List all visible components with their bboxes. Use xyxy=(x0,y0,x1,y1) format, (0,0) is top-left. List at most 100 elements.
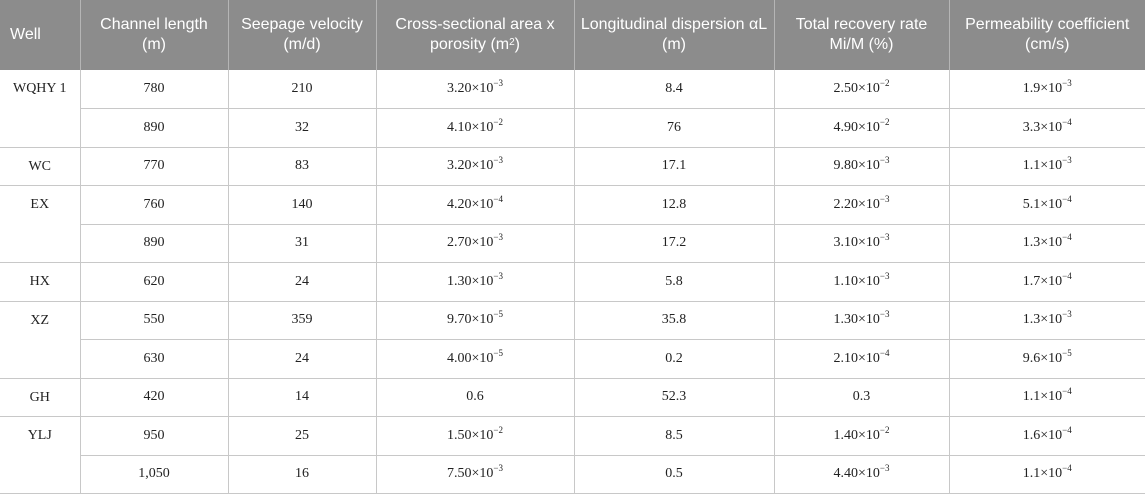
cell-cross-sectional-area: 7.50×10−3 xyxy=(376,455,575,494)
cell-well: GH xyxy=(0,378,81,417)
value-exponent: −4 xyxy=(493,193,503,204)
table-row: 890 32 4.10×10−2 76 4.90×10−2 3.3×10−4 xyxy=(0,108,1145,148)
value-exponent: −3 xyxy=(1062,309,1072,320)
value-exponent: −3 xyxy=(879,232,890,243)
cell-permeability-coefficient: 3.3×10−4 xyxy=(949,108,1145,148)
table-row: 890 31 2.70×10−3 17.2 3.10×10−3 1.3×10−4 xyxy=(0,224,1145,263)
cell-permeability-coefficient: 1.1×10−4 xyxy=(949,378,1145,417)
cell-total-recovery-rate: 1.40×10−2 xyxy=(774,416,950,456)
header-longitudinal-dispersion: Longitudinal dispersion αL (m) xyxy=(574,0,775,70)
cell-seepage-velocity: 25 xyxy=(228,416,377,456)
value-exponent: −5 xyxy=(493,347,503,358)
value-exponent: −3 xyxy=(1062,78,1072,88)
value-exponent: −3 xyxy=(1062,155,1072,166)
value-exponent: −3 xyxy=(493,463,503,474)
value-mantissa: 4.40×10 xyxy=(833,466,880,482)
value-exponent: −4 xyxy=(1062,116,1072,127)
value-exponent: −4 xyxy=(1062,270,1072,281)
value-mantissa: 1.3×10 xyxy=(1022,235,1063,251)
cell-longitudinal-dispersion: 76 xyxy=(574,108,775,148)
cell-cross-sectional-area: 9.70×10−5 xyxy=(376,301,575,340)
cell-total-recovery-rate: 2.20×10−3 xyxy=(774,185,950,225)
value-exponent: −4 xyxy=(1062,193,1072,204)
cell-total-recovery-rate: 1.10×10−3 xyxy=(774,262,950,302)
value-mantissa: 9.70×10 xyxy=(447,312,494,328)
table-row: WQHY 1 780 210 3.20×10−3 8.4 2.50×10−2 1.9×10−… xyxy=(0,70,1145,148)
value-exponent: −4 xyxy=(879,347,890,358)
header-channel-length: Channel length (m) xyxy=(80,0,229,70)
cell-channel-length: 890 xyxy=(80,224,229,263)
value-mantissa: 2.50×10 xyxy=(833,81,880,96)
value-exponent: −4 xyxy=(1062,463,1072,474)
cell-longitudinal-dispersion: 0.5 xyxy=(574,455,775,494)
value-mantissa: 1.9×10 xyxy=(1022,81,1063,96)
value-mantissa: 3.20×10 xyxy=(447,158,494,174)
cell-seepage-velocity: 83 xyxy=(228,147,377,186)
cell-permeability-coefficient: 5.1×10−4 xyxy=(949,185,1145,225)
table-row: YLJ 950 25 1.50×10−2 8.5 1.40×10−2 1.6×10−4 xyxy=(0,416,1145,494)
value-mantissa: 4.10×10 xyxy=(447,119,494,135)
table-row: GH 420 14 0.6 52.3 0.3 1.1×10−4 xyxy=(0,378,1145,417)
cell-longitudinal-dispersion: 8.5 xyxy=(574,416,775,456)
cell-seepage-velocity: 210 xyxy=(228,70,377,109)
value-exponent: −2 xyxy=(493,116,503,127)
table-row: EX 760 140 4.20×10−4 12.8 2.20×10−3 5.1×10−4 xyxy=(0,185,1145,263)
value-mantissa: 3.20×10 xyxy=(447,81,494,96)
value-mantissa: 5.1×10 xyxy=(1022,196,1063,212)
value-mantissa: 1.30×10 xyxy=(447,273,494,289)
cell-longitudinal-dispersion: 35.8 xyxy=(574,301,775,340)
cell-channel-length: 770 xyxy=(80,147,229,186)
cell-longitudinal-dispersion: 17.1 xyxy=(574,147,775,186)
cell-longitudinal-dispersion: 5.8 xyxy=(574,262,775,302)
value-exponent: −3 xyxy=(879,193,890,204)
cell-seepage-velocity: 24 xyxy=(228,339,377,379)
table-row: 630 24 4.00×10−5 0.2 2.10×10−4 9.6×10−5 xyxy=(0,339,1145,379)
cell-cross-sectional-area: 0.6 xyxy=(376,378,575,417)
cell-cross-sectional-area: 4.00×10−5 xyxy=(376,339,575,379)
value-mantissa: 0.6 xyxy=(466,389,484,405)
value-mantissa: 1.10×10 xyxy=(833,273,880,289)
cell-well: WQHY 1 xyxy=(0,70,81,148)
cell-total-recovery-rate: 3.10×10−3 xyxy=(774,224,950,263)
cell-permeability-coefficient: 1.6×10−4 xyxy=(949,416,1145,456)
value-mantissa: 1.1×10 xyxy=(1022,158,1063,174)
value-exponent: −3 xyxy=(879,309,890,320)
cell-seepage-velocity: 16 xyxy=(228,455,377,494)
cell-total-recovery-rate: 4.90×10−2 xyxy=(774,108,950,148)
cell-cross-sectional-area: 2.70×10−3 xyxy=(376,224,575,263)
cell-longitudinal-dispersion: 0.2 xyxy=(574,339,775,379)
table-row: WC 770 83 3.20×10−3 17.1 9.80×10−3 1.1×10−3 xyxy=(0,147,1145,186)
cell-well: XZ xyxy=(0,301,81,379)
value-mantissa: 3.10×10 xyxy=(833,235,880,251)
value-mantissa: 4.20×10 xyxy=(447,196,494,212)
value-exponent: −3 xyxy=(493,270,503,281)
header-permeability-coefficient: Permeability coefficient (cm/s) xyxy=(949,0,1145,70)
value-mantissa: 1.1×10 xyxy=(1022,389,1063,405)
header-seepage-velocity: Seepage velocity (m/d) xyxy=(228,0,377,70)
value-exponent: −2 xyxy=(493,424,503,435)
cell-seepage-velocity: 140 xyxy=(228,185,377,225)
cell-cross-sectional-area: 1.50×10−2 xyxy=(376,416,575,456)
cell-cross-sectional-area: 4.20×10−4 xyxy=(376,185,575,225)
value-mantissa: 0.3 xyxy=(852,389,871,405)
cell-well: HX xyxy=(0,262,81,302)
value-mantissa: 1.1×10 xyxy=(1022,466,1063,482)
cell-longitudinal-dispersion: 12.8 xyxy=(574,185,775,225)
value-exponent: −2 xyxy=(879,78,890,88)
cell-seepage-velocity: 24 xyxy=(228,262,377,302)
value-exponent: −3 xyxy=(493,232,503,243)
cell-channel-length: 630 xyxy=(80,339,229,379)
value-mantissa: 1.6×10 xyxy=(1022,427,1063,443)
cell-well: EX xyxy=(0,185,81,263)
cell-total-recovery-rate: 4.40×10−3 xyxy=(774,455,950,494)
cell-total-recovery-rate: 2.50×10−2 xyxy=(774,70,950,109)
value-mantissa: 2.20×10 xyxy=(833,196,880,212)
cell-cross-sectional-area: 4.10×10−2 xyxy=(376,108,575,148)
cell-seepage-velocity: 359 xyxy=(228,301,377,340)
cell-channel-length: 420 xyxy=(80,378,229,417)
cell-permeability-coefficient: 1.1×10−4 xyxy=(949,455,1145,494)
cell-total-recovery-rate: 9.80×10−3 xyxy=(774,147,950,186)
value-mantissa: 2.10×10 xyxy=(833,350,880,366)
cell-well: WC xyxy=(0,147,81,186)
